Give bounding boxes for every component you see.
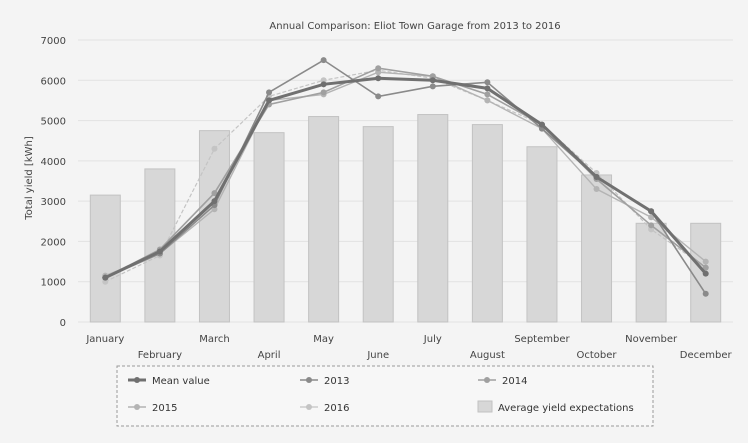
bar-january — [89, 194, 121, 323]
legend-marker-2016 — [306, 404, 312, 410]
y-tick-label: 4000 — [41, 157, 66, 168]
point-2016-march — [211, 145, 218, 152]
point-mean-value-october — [593, 173, 600, 180]
series-line-2015 — [105, 71, 707, 277]
y-tick-label: 6000 — [41, 76, 66, 87]
legend-label-2013: 2013 — [324, 376, 349, 387]
point-2014-november — [648, 222, 655, 229]
bar-november — [635, 222, 667, 323]
point-2014-may — [320, 89, 327, 96]
y-tick-label: 1000 — [41, 278, 66, 289]
point-2013-august — [484, 79, 491, 86]
x-tick-label: April — [258, 350, 281, 361]
point-2014-august — [484, 91, 491, 98]
y-tick-label: 3000 — [41, 197, 66, 208]
y-axis-ticks: 0 1000 2000 3000 4000 5000 6000 7000 — [41, 36, 66, 329]
y-axis-label: Total yield [kWh] — [24, 136, 35, 221]
x-tick-label: February — [138, 350, 182, 361]
x-tick-label: June — [366, 350, 389, 361]
bar-june — [362, 126, 394, 323]
legend-label-2016: 2016 — [324, 403, 349, 414]
point-2015-december — [702, 258, 709, 265]
point-2014-march — [211, 190, 218, 197]
legend-marker-2015 — [134, 404, 140, 410]
point-2013-december — [702, 290, 709, 297]
legend-swatch-average-yield — [477, 400, 493, 413]
x-tick-label: August — [470, 350, 505, 361]
point-mean-value-august — [484, 85, 491, 92]
legend-label-average-yield: Average yield expectations — [498, 403, 634, 414]
x-tick-label: December — [680, 350, 733, 361]
bar-september — [526, 146, 558, 323]
legend-box — [116, 365, 654, 427]
point-2015-october — [593, 186, 600, 193]
point-2013-july — [429, 83, 436, 90]
point-2014-december — [702, 264, 709, 271]
point-2014-june — [375, 65, 382, 72]
line-series — [102, 57, 709, 297]
bar-august — [471, 124, 503, 323]
y-tick-label: 5000 — [41, 117, 66, 128]
y-tick-label: 0 — [60, 318, 66, 329]
point-mean-value-february — [156, 248, 163, 255]
legend-label-2014: 2014 — [502, 376, 527, 387]
point-2013-may — [320, 57, 327, 64]
bar-july — [417, 114, 449, 323]
point-mean-value-may — [320, 81, 327, 88]
chart-title: Annual Comparison: Eliot Town Garage fro… — [269, 21, 560, 32]
bar-october — [581, 174, 613, 323]
bar-march — [198, 130, 230, 323]
x-tick-label: May — [313, 334, 334, 345]
point-mean-value-september — [538, 121, 545, 128]
x-tick-label: October — [577, 350, 618, 361]
point-2013-april — [266, 89, 273, 96]
x-axis-ticks: January February March April May June July Augu… — [85, 334, 732, 361]
bar-april — [253, 132, 285, 323]
legend-label-mean-value: Mean value — [152, 376, 210, 387]
point-2015-august — [484, 97, 491, 104]
series-line-mean-value — [104, 76, 707, 280]
series-line-2014 — [104, 67, 707, 279]
legend-marker-2013 — [306, 377, 312, 383]
x-tick-label: July — [423, 334, 442, 345]
x-tick-label: September — [514, 334, 570, 345]
point-mean-value-march — [211, 198, 218, 205]
legend-label-2015: 2015 — [152, 403, 177, 414]
legend: Mean value 2013 2014 2015 2016 Average yield … — [116, 365, 654, 427]
point-mean-value-july — [429, 77, 436, 84]
y-tick-label: 7000 — [41, 36, 66, 47]
point-mean-value-june — [375, 75, 382, 82]
x-tick-label: January — [85, 334, 124, 345]
legend-marker-2014 — [484, 377, 490, 383]
point-mean-value-december — [702, 270, 709, 277]
point-2013-june — [375, 93, 382, 100]
legend-marker-mean-value — [134, 377, 140, 383]
x-tick-label: March — [199, 334, 229, 345]
point-mean-value-january — [102, 274, 109, 281]
point-mean-value-november — [648, 208, 655, 215]
bar-may — [308, 116, 340, 323]
y-tick-label: 2000 — [41, 237, 66, 248]
point-2015-november — [648, 214, 655, 221]
point-mean-value-april — [266, 97, 273, 104]
x-tick-label: November — [625, 334, 678, 345]
